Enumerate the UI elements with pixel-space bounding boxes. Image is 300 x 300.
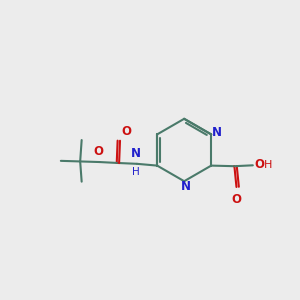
Text: H: H: [133, 167, 140, 177]
Text: N: N: [130, 147, 140, 160]
Text: O: O: [254, 158, 264, 171]
Text: O: O: [121, 125, 131, 138]
Text: N: N: [212, 125, 222, 139]
Text: O: O: [232, 193, 242, 206]
Text: H: H: [264, 160, 272, 170]
Text: O: O: [94, 145, 103, 158]
Text: N: N: [181, 180, 191, 193]
